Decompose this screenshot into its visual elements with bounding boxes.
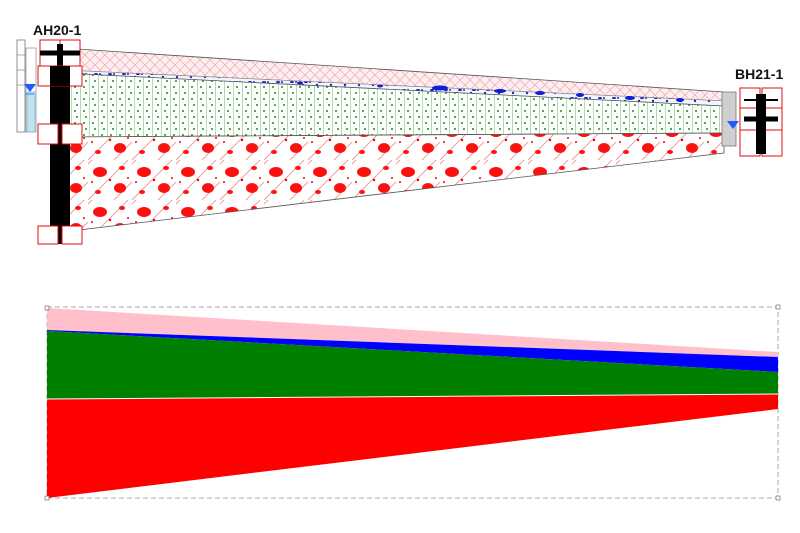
borehole-label-bh21-1: BH21-1 <box>735 66 784 82</box>
borehole-ah20-1 <box>16 39 83 245</box>
detailed-cross-section <box>16 39 783 245</box>
layer-gravel-detail <box>61 132 725 233</box>
water-level-icon <box>727 121 739 129</box>
layer-red <box>47 394 778 498</box>
borehole-bh21-1 <box>721 87 783 157</box>
layer-green <box>47 331 778 399</box>
borehole-label-ah20-1: AH20-1 <box>33 22 82 38</box>
layer-pink <box>47 308 778 357</box>
borehole-scale-bar <box>16 39 26 133</box>
layer-blue <box>47 330 778 372</box>
groundwater-blobs <box>297 81 684 102</box>
borehole-casing <box>50 44 70 236</box>
water-level-icon <box>24 84 36 92</box>
vertex-handle[interactable] <box>775 304 781 310</box>
vertex-handle[interactable] <box>44 495 50 501</box>
vertex-handle[interactable] <box>44 305 50 311</box>
vertex-handle[interactable] <box>775 495 781 501</box>
simplified-cross-section <box>44 304 781 501</box>
